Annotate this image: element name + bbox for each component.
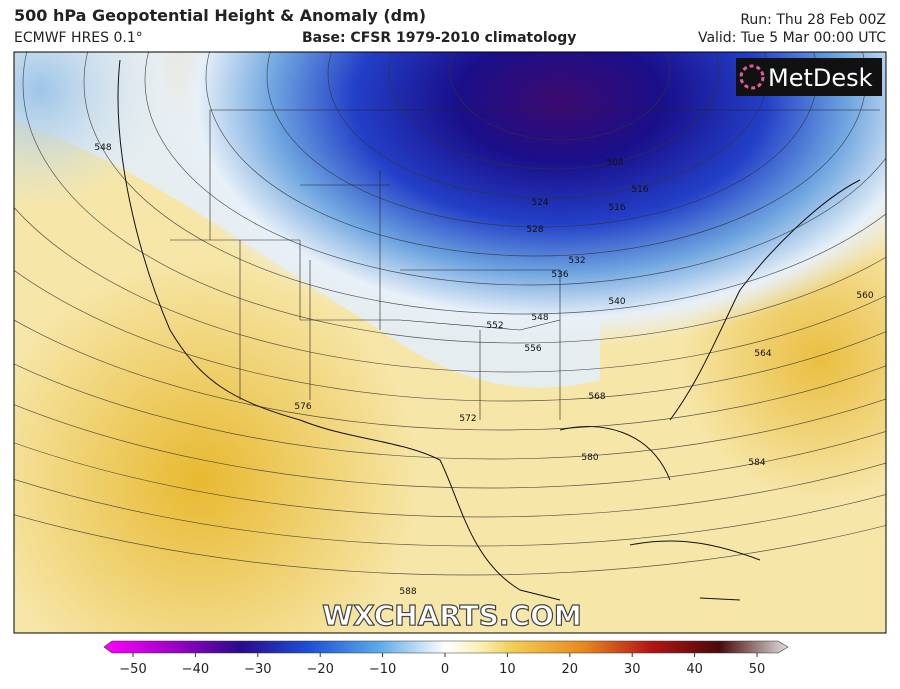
colorbar: −50 −40 −30 −20 −10 0 10 20 30 40 50 <box>103 640 789 677</box>
contour-label: 532 <box>568 256 585 266</box>
contour-line <box>144 52 886 286</box>
logo-text: MetDesk <box>768 64 873 92</box>
colorbar-label: 10 <box>499 662 516 677</box>
borders <box>170 109 880 420</box>
contour-label: 516 <box>608 203 625 213</box>
contour-label: 576 <box>294 402 311 412</box>
base: Base: CFSR 1979-2010 climatology <box>302 30 577 46</box>
colorbar-label: 40 <box>686 662 703 677</box>
colorbar-label: −30 <box>244 662 271 677</box>
contour-line <box>22 52 886 344</box>
colorbar-label: −20 <box>306 662 333 677</box>
contour-line <box>449 52 671 141</box>
logo-icon <box>739 64 765 90</box>
contour-label: 560 <box>856 291 873 301</box>
contour-label: 588 <box>399 587 416 597</box>
contour-label: 508 <box>606 158 623 168</box>
contour-line <box>14 269 886 402</box>
contour-line <box>14 363 886 460</box>
coastline <box>117 59 861 601</box>
contour-label: 584 <box>748 458 765 468</box>
contour-line <box>14 442 886 518</box>
contour-label: 556 <box>524 344 541 354</box>
contour-label: 524 <box>531 198 548 208</box>
colorbar-bar <box>103 640 789 654</box>
contour-line <box>14 319 886 431</box>
contour-label: 540 <box>608 297 625 307</box>
colorbar-label: 0 <box>441 662 449 677</box>
watermark: WXCHARTS.COM <box>322 599 582 632</box>
contour-label: 572 <box>459 414 476 424</box>
run: Run: Thu 28 Feb 00Z <box>740 12 886 28</box>
contour-label: 568 <box>588 392 605 402</box>
logo-box <box>736 58 882 96</box>
low-anomaly <box>14 52 886 633</box>
valid: Valid: Tue 5 Mar 00:00 UTC <box>697 30 886 46</box>
colorbar-label: −10 <box>369 662 396 677</box>
colorbar-label: 50 <box>749 662 766 677</box>
map-frame <box>13 51 887 634</box>
contour-label: 548 <box>94 143 111 153</box>
contour-line <box>14 514 886 576</box>
contour-line <box>14 478 886 547</box>
contour-line <box>83 52 886 315</box>
contour-label: 528 <box>526 225 543 235</box>
contour-label: 552 <box>486 321 503 331</box>
colorbar-label: 30 <box>624 662 641 677</box>
contour-label: 516 <box>631 185 648 195</box>
model: ECMWF HRES 0.1° <box>14 30 143 46</box>
contour-line <box>388 52 720 170</box>
contour-line <box>14 404 886 489</box>
contour-line <box>14 206 886 373</box>
contour-label: 564 <box>754 349 771 359</box>
colorbar-label: 20 <box>562 662 579 677</box>
contour-label: 536 <box>551 270 568 280</box>
title: 500 hPa Geopotential Height & Anomaly (d… <box>14 6 427 25</box>
colorbar-label: −40 <box>182 662 209 677</box>
contour-label: 548 <box>531 313 548 323</box>
contour-label: 580 <box>581 453 598 463</box>
colorbar-label: −50 <box>119 662 146 677</box>
